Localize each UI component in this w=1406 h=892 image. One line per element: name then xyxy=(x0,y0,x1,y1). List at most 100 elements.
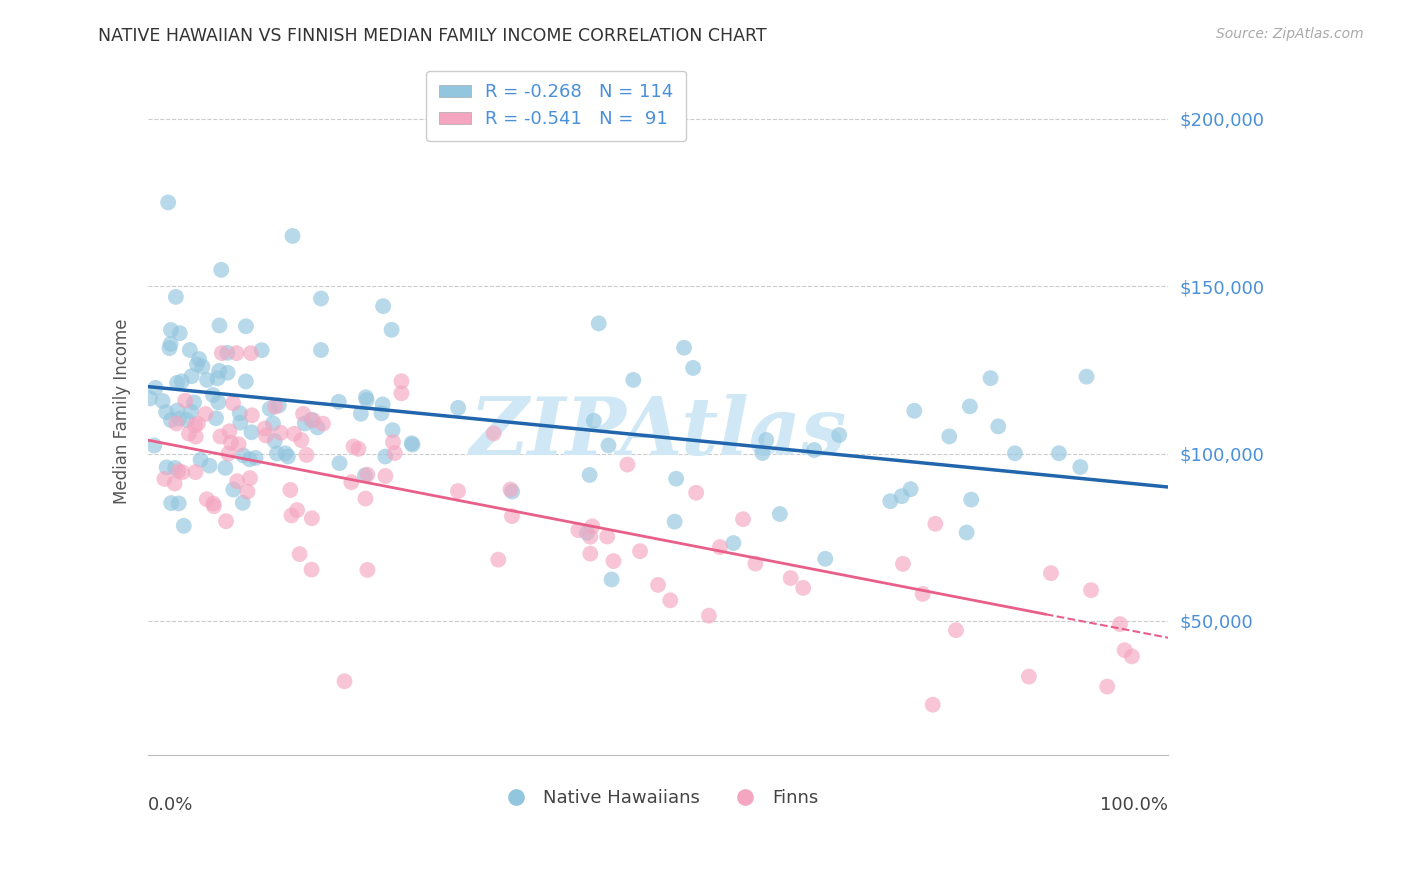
Point xyxy=(155,405,177,419)
Point xyxy=(356,467,378,482)
Point xyxy=(987,419,1010,434)
Point xyxy=(890,489,912,503)
Point xyxy=(170,375,193,389)
Text: 100.0%: 100.0% xyxy=(1101,796,1168,814)
Point xyxy=(356,563,378,577)
Point xyxy=(235,319,257,334)
Point xyxy=(169,326,191,341)
Point xyxy=(447,401,470,415)
Point xyxy=(218,424,240,438)
Point xyxy=(160,496,183,510)
Point xyxy=(184,418,207,433)
Point xyxy=(1121,649,1143,664)
Y-axis label: Median Family Income: Median Family Income xyxy=(114,319,131,505)
Point xyxy=(207,371,229,385)
Point xyxy=(828,428,851,442)
Point xyxy=(156,460,179,475)
Point xyxy=(245,450,267,465)
Point xyxy=(354,390,377,404)
Point xyxy=(578,467,600,482)
Point xyxy=(347,442,370,456)
Point xyxy=(274,446,297,460)
Point xyxy=(292,407,315,421)
Point xyxy=(254,428,277,442)
Point xyxy=(384,446,406,460)
Point xyxy=(211,346,233,360)
Point xyxy=(239,452,262,467)
Point xyxy=(288,547,311,561)
Point xyxy=(209,429,232,443)
Point xyxy=(202,497,225,511)
Text: Source: ZipAtlas.com: Source: ZipAtlas.com xyxy=(1216,27,1364,41)
Point xyxy=(145,381,167,395)
Point xyxy=(501,484,523,499)
Text: ZIPAtlas: ZIPAtlas xyxy=(470,393,846,471)
Point xyxy=(356,392,378,407)
Point xyxy=(665,472,688,486)
Point xyxy=(163,476,186,491)
Point xyxy=(616,458,638,472)
Point xyxy=(215,514,238,528)
Point xyxy=(628,544,651,558)
Point xyxy=(697,608,720,623)
Point xyxy=(374,450,396,464)
Point xyxy=(159,337,181,351)
Point xyxy=(270,425,292,440)
Point xyxy=(167,496,190,510)
Point xyxy=(581,519,603,533)
Text: NATIVE HAWAIIAN VS FINNISH MEDIAN FAMILY INCOME CORRELATION CHART: NATIVE HAWAIIAN VS FINNISH MEDIAN FAMILY… xyxy=(98,27,768,45)
Point xyxy=(900,482,922,496)
Point xyxy=(167,464,190,478)
Point xyxy=(191,359,214,374)
Point xyxy=(945,623,967,637)
Point xyxy=(744,557,766,571)
Point xyxy=(226,474,249,488)
Point xyxy=(328,394,350,409)
Point xyxy=(602,554,624,568)
Point xyxy=(222,483,245,497)
Point xyxy=(250,343,273,358)
Point xyxy=(166,403,188,417)
Point xyxy=(1069,460,1091,475)
Text: 0.0%: 0.0% xyxy=(148,796,194,814)
Point xyxy=(263,434,285,448)
Point xyxy=(232,496,254,510)
Point xyxy=(301,563,323,577)
Point xyxy=(229,406,252,420)
Point xyxy=(157,195,180,210)
Point xyxy=(1109,617,1132,632)
Point xyxy=(401,436,423,450)
Point xyxy=(486,552,509,566)
Point xyxy=(301,511,323,525)
Point xyxy=(1095,680,1118,694)
Point xyxy=(381,423,404,437)
Point xyxy=(891,557,914,571)
Point xyxy=(217,446,239,460)
Point xyxy=(214,461,236,475)
Point xyxy=(166,376,188,390)
Point xyxy=(792,581,814,595)
Point xyxy=(239,471,262,485)
Point xyxy=(240,425,263,440)
Point xyxy=(1039,566,1062,581)
Point xyxy=(382,435,405,450)
Point xyxy=(600,573,623,587)
Point xyxy=(354,468,377,483)
Point xyxy=(350,407,373,421)
Point xyxy=(682,360,704,375)
Point xyxy=(955,525,977,540)
Point xyxy=(153,472,176,486)
Point xyxy=(285,503,308,517)
Point xyxy=(195,373,218,387)
Point xyxy=(290,433,312,447)
Point xyxy=(723,536,745,550)
Point xyxy=(921,698,943,712)
Point xyxy=(879,494,901,508)
Point xyxy=(176,413,198,427)
Point xyxy=(381,323,404,337)
Point xyxy=(342,440,364,454)
Point xyxy=(160,413,183,427)
Point xyxy=(499,483,522,497)
Point xyxy=(240,409,263,423)
Point xyxy=(143,438,166,452)
